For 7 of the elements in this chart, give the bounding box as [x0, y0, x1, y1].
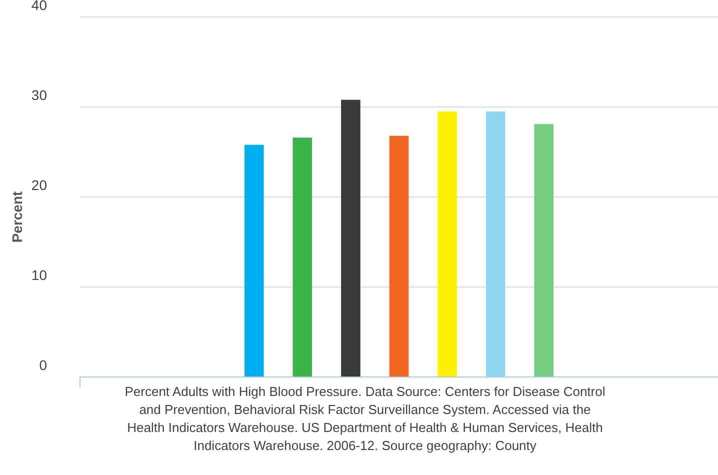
y-tick-label: 30 [31, 87, 48, 103]
y-tick-label: 10 [31, 267, 48, 283]
y-tick-label: 0 [39, 357, 48, 373]
y-axis-title: Percent [9, 190, 25, 243]
y-tick-label: 40 [31, 0, 48, 13]
y-tick-label: 20 [31, 177, 48, 193]
x-axis-title: Percent Adults with High Blood Pressure. Data Source: Centers for Disease Control and Prevention, Behavioral Risk Factor Surveillance System. Accessed via the Health Indicators Warehouse. US Department of Health & Human Services, Health Indicators Warehouse. 2006-12. Source geography: County [124, 383, 606, 455]
